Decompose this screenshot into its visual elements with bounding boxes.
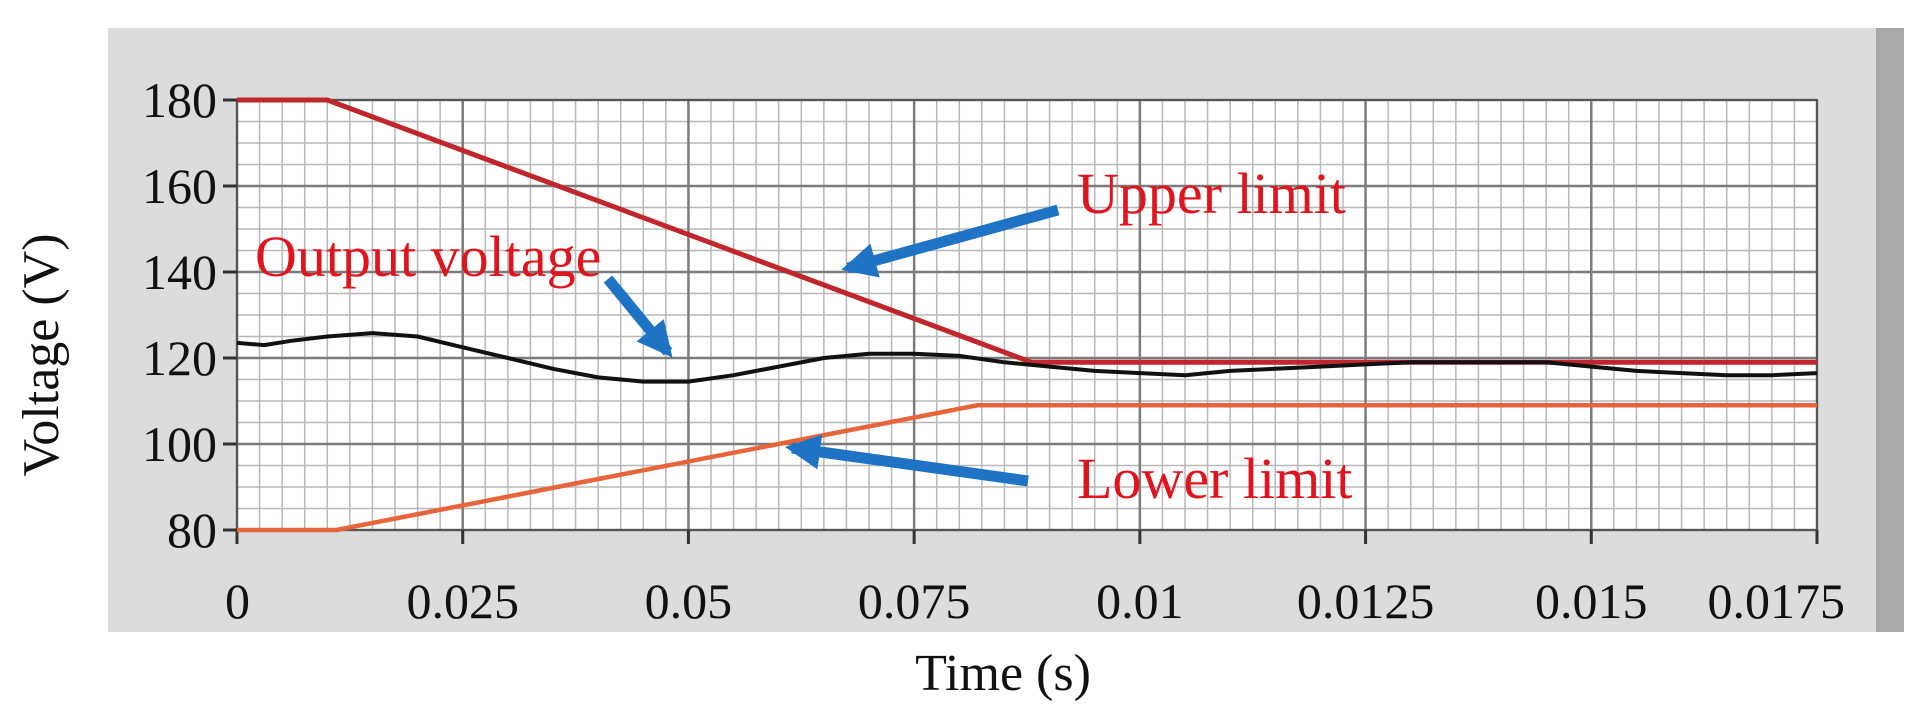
x-tick-label: 0.025 bbox=[406, 573, 519, 629]
y-axis: 80 100 120 140 160 180 bbox=[142, 72, 237, 558]
y-axis-title: Voltage (V) bbox=[13, 233, 70, 476]
y-tick-label: 100 bbox=[142, 416, 217, 472]
series-output-voltage bbox=[236, 331, 1818, 384]
annotation-upper-limit: Upper limit bbox=[1077, 161, 1346, 226]
x-tick-label: 0.0125 bbox=[1297, 573, 1435, 629]
arrow-output-voltage bbox=[603, 275, 673, 358]
x-tick-label: 0.05 bbox=[645, 573, 733, 629]
arrow-lower-limit bbox=[785, 434, 1029, 487]
x-axis-title: Time (s) bbox=[915, 645, 1091, 702]
plot-frame bbox=[236, 99, 1818, 531]
y-tick-label: 80 bbox=[167, 502, 217, 558]
annotation-lower-limit: Lower limit bbox=[1077, 446, 1352, 511]
x-tick-label: 0.075 bbox=[858, 573, 971, 629]
x-tick-label: 0.015 bbox=[1535, 573, 1648, 629]
series-layer bbox=[236, 97, 1818, 533]
series-lower-limit bbox=[237, 403, 1817, 533]
y-tick-label: 120 bbox=[142, 330, 217, 386]
arrow-upper-limit bbox=[841, 204, 1060, 278]
y-tick-label: 160 bbox=[142, 158, 217, 214]
grid-minor bbox=[237, 100, 1817, 530]
x-tick-label: 0 bbox=[225, 573, 250, 629]
x-axis: 0 0.025 0.05 0.075 0.01 0.0125 0.015 0.0175 bbox=[225, 530, 1845, 629]
x-tick-label: 0.0175 bbox=[1708, 573, 1846, 629]
annotation-output-voltage: Output voltage bbox=[255, 224, 601, 289]
y-tick-label: 140 bbox=[142, 244, 217, 300]
x-tick-label: 0.01 bbox=[1096, 573, 1184, 629]
y-tick-label: 180 bbox=[142, 72, 217, 128]
panel-scroll-edge[interactable] bbox=[1876, 28, 1904, 632]
